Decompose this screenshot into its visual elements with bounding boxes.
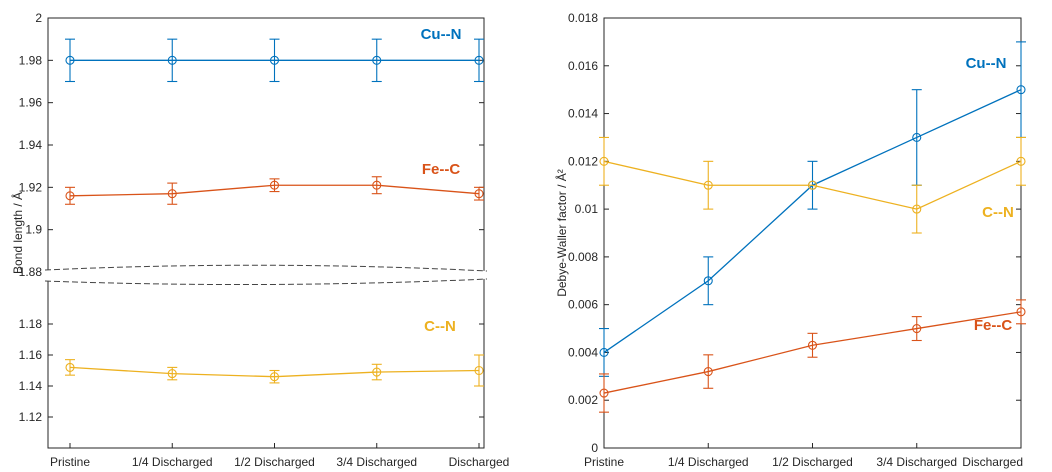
right-ytick-label: 0.016 (568, 59, 598, 73)
data-point (65, 55, 75, 65)
left-xtick-label: Pristine (50, 455, 90, 469)
left-ytick-label: 1.98 (19, 53, 43, 67)
left-ytick-label: 1.92 (19, 180, 43, 194)
data-point (269, 55, 280, 65)
data-point (474, 55, 484, 65)
right-ytick-label: 0.01 (575, 202, 599, 216)
data-point (474, 189, 484, 199)
series-line-c-n (603, 160, 1022, 210)
left-xtick-label: Discharged (449, 455, 510, 469)
left-ytick-label: 2 (35, 11, 42, 25)
series-label: C--N (982, 204, 1014, 221)
left-ytick-label: 1.16 (19, 348, 43, 362)
series-label: C--N (424, 318, 456, 335)
right-xtick-label: Pristine (584, 455, 624, 469)
data-point (912, 204, 922, 214)
data-point (1016, 85, 1026, 95)
series-line-cu-n (603, 89, 1022, 353)
left-ytick-label: 1.9 (25, 223, 42, 237)
left-ytick-label: 1.14 (19, 379, 43, 393)
data-point (703, 180, 713, 190)
data-point (269, 180, 280, 190)
right-ytick-label: 0.008 (568, 250, 598, 264)
right-xtick-label: 1/4 Discharged (668, 455, 749, 469)
left-xtick-label: 1/2 Discharged (234, 455, 315, 469)
data-point (372, 55, 382, 65)
data-point (599, 347, 609, 357)
left-ytick-label: 1.88 (19, 265, 43, 279)
data-point (167, 189, 177, 199)
left-ytick-label: 1.12 (19, 410, 43, 424)
left-ytick-label: 1.94 (19, 138, 43, 152)
data-point (599, 156, 609, 166)
axis-break-band (45, 265, 487, 281)
right-ytick-label: 0.006 (568, 298, 598, 312)
left-xtick-label: 1/4 Discharged (132, 455, 213, 469)
data-point (372, 367, 382, 377)
left-ytick-label: 1.96 (19, 96, 43, 110)
right-ytick-label: 0.004 (568, 345, 598, 359)
data-point (269, 372, 280, 382)
right-xtick-label: 1/2 Discharged (772, 455, 853, 469)
left-plot-frame (47, 17, 485, 449)
series-label: Cu--N (421, 26, 462, 43)
data-point (703, 367, 713, 377)
series-label: Fe--C (974, 317, 1012, 334)
data-point (703, 276, 713, 286)
right-xtick-label: Discharged (962, 455, 1023, 469)
right-ytick-label: 0.018 (568, 11, 598, 25)
axis-break-line-bottom (44, 278, 488, 286)
data-point (474, 365, 484, 376)
left-ytick-label: 1.18 (19, 317, 43, 331)
left-xtick-label: 3/4 Discharged (336, 455, 417, 469)
data-point (1016, 307, 1026, 317)
right-xtick-label: 3/4 Discharged (876, 455, 957, 469)
right-ytick-label: 0.002 (568, 393, 598, 407)
data-point (372, 180, 382, 190)
data-point (167, 55, 177, 65)
right-ytick-label: 0 (591, 441, 598, 455)
axis-break-line-top (44, 264, 488, 272)
data-point (807, 180, 818, 190)
left-y-axis-label: Bond length / Å (10, 192, 25, 274)
series-label: Cu--N (966, 55, 1007, 72)
data-point (65, 191, 75, 201)
right-ytick-label: 0.012 (568, 154, 598, 168)
data-point (1016, 156, 1026, 166)
data-point (912, 324, 922, 334)
series-label: Fe--C (422, 161, 460, 178)
data-point (167, 369, 177, 379)
data-point (599, 388, 609, 398)
right-plot-frame (603, 17, 1022, 449)
data-point (912, 132, 922, 142)
data-point (65, 362, 75, 372)
right-y-axis-label: Debye-Waller factor / Å² (554, 169, 569, 297)
right-ytick-label: 0.014 (568, 107, 598, 121)
data-point (807, 340, 818, 350)
